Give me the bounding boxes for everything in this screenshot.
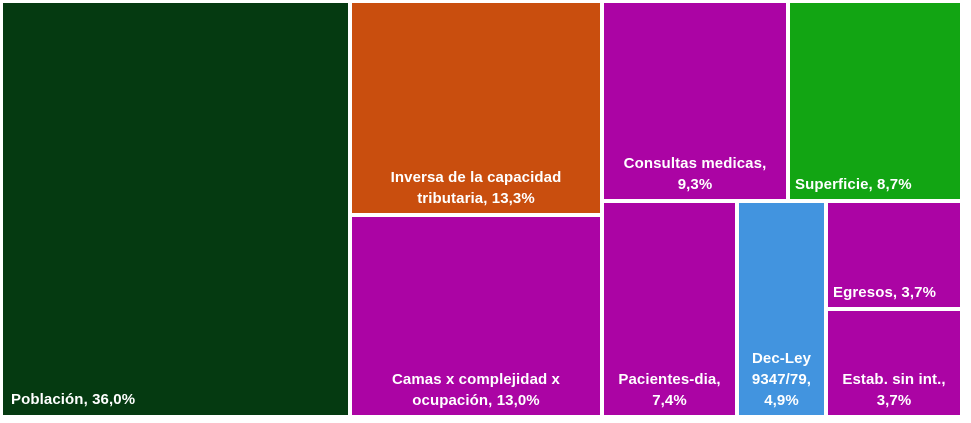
treemap-tile-inversa-capacidad-tributaria: Inversa de la capacidad tributaria, 13,3… [352,3,600,213]
tile-label-egresos: Egresos, 3,7% [833,284,937,301]
tile-label-consultas-medicas: Consultas medicas, 9,3% [623,155,767,193]
tile-label-inversa-capacidad-tributaria: Inversa de la capacidad tributaria, 13,3… [390,169,562,207]
treemap-tile-estab-sin-int: Estab. sin int., 3,7% [828,311,960,415]
treemap-tile-pacientes-dia: Pacientes-dia, 7,4% [604,203,735,415]
treemap-tile-camas-complejidad-ocupacion: Camas x complejidad x ocupación, 13,0% [352,217,600,415]
treemap-tile-egresos: Egresos, 3,7% [828,203,960,307]
treemap-tile-dec-ley-9347-79: Dec-Ley 9347/79, 4,9% [739,203,824,415]
tile-label-poblacion: Población, 36,0% [11,391,136,408]
tile-label-camas-complejidad-ocupacion: Camas x complejidad x ocupación, 13,0% [391,371,560,409]
tile-label-dec-ley-9347-79: Dec-Ley 9347/79, 4,9% [751,350,812,409]
treemap-tile-consultas-medicas: Consultas medicas, 9,3% [604,3,786,199]
tile-label-pacientes-dia: Pacientes-dia, 7,4% [618,371,721,409]
tile-label-estab-sin-int: Estab. sin int., 3,7% [842,371,946,409]
treemap-tile-poblacion: Población, 36,0% [3,3,348,415]
tile-label-superficie: Superficie, 8,7% [795,176,912,193]
treemap-tile-superficie: Superficie, 8,7% [790,3,960,199]
